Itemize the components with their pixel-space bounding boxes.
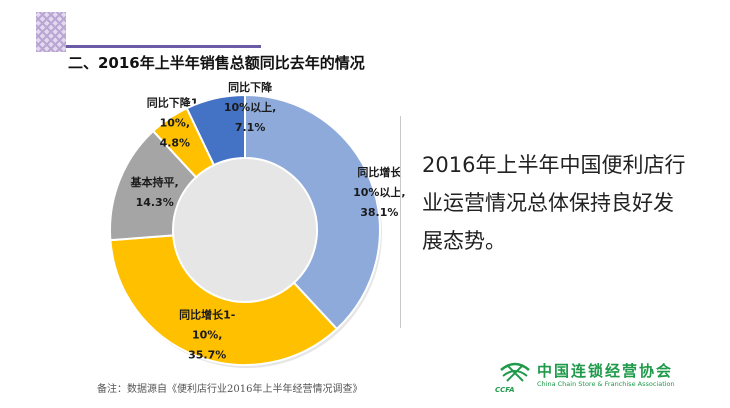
slice-label: 同比下降 10%以上, 7.1% [224,80,277,134]
footnote: 备注：数据源自《便利店行业2016年上半年经营情况调查》 [97,384,363,395]
donut-slice [244,93,381,331]
donut-slice [109,234,339,366]
slice-label: 同比增长 10%以上, 38.1% [353,165,406,219]
vertical-divider [400,116,401,328]
summary-text: 2016年上半年中国便利店行业运营情况总体保持良好发展态势。 [422,153,686,253]
slice-label: 基本持平, 14.3% [130,175,179,209]
logo-abbr: CCFA [495,386,515,394]
slice-label: 同比下降1-10%, 4.8% [147,95,203,149]
chart-title: 二、2016年上半年销售总额同比去年的情况 [68,54,365,72]
logo-name: 中国连锁经营协会 [537,362,674,380]
ccfa-logo-icon [500,362,530,382]
ccfa-logo: CCFA 中国连锁经营协会 China Chain Store & Franch… [495,358,687,398]
logo-subtitle: China Chain Store & Franchise Associatio… [537,380,675,388]
slice-label: 同比增长1-10%, 35.7% [179,307,235,361]
donut-slice [185,93,246,167]
corner-decoration [36,12,66,52]
title-underline [66,45,261,48]
